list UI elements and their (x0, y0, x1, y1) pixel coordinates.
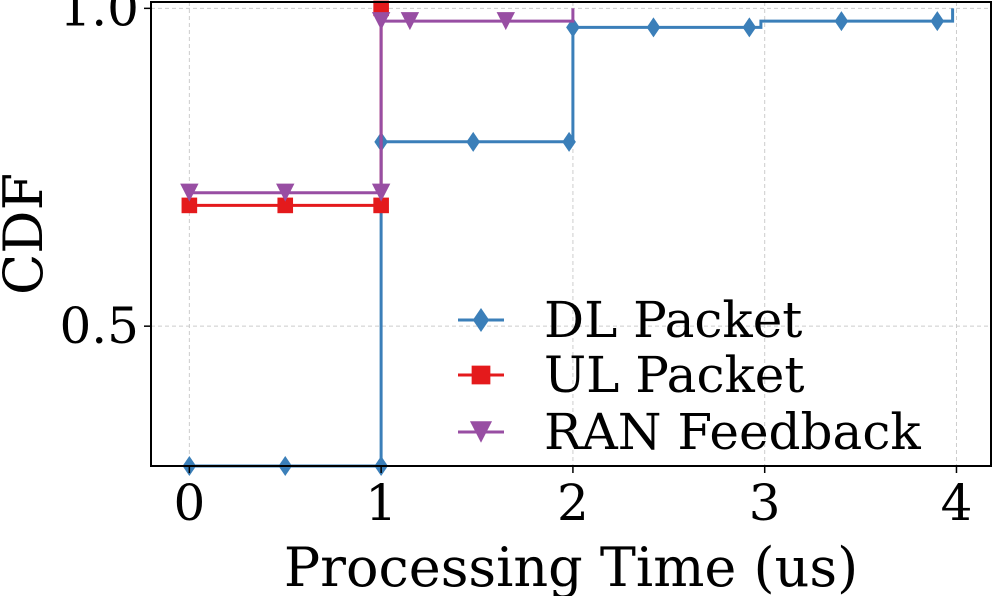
data-point (471, 365, 491, 385)
data-point (277, 197, 294, 214)
series-ul-packet (181, 0, 389, 214)
plot-area (180, 0, 955, 476)
data-point (373, 197, 389, 214)
data-point (466, 131, 480, 152)
data-point (400, 12, 420, 31)
x-tick-label: 4 (941, 474, 973, 532)
data-point (562, 131, 576, 152)
axis-ticks: 0 1 2 3 4 0.5 1.0 (59, 0, 972, 532)
legend-label: RAN Feedback (544, 403, 921, 461)
plot-frame (150, 1, 992, 467)
series-line (189, 8, 575, 195)
data-point (742, 17, 757, 38)
data-point (181, 197, 198, 214)
legend-entry: DL Packet (458, 291, 802, 349)
x-tick-label: 2 (557, 474, 589, 532)
y-tick-label: 1.0 (59, 0, 139, 37)
data-point (180, 183, 199, 202)
data-point (371, 183, 391, 202)
data-point (834, 11, 849, 32)
series-ran-feedback (180, 8, 575, 202)
data-point (496, 12, 515, 31)
data-point (276, 183, 295, 202)
legend-label: DL Packet (544, 291, 802, 349)
x-tick-label: 1 (365, 474, 397, 532)
x-tick-label: 0 (173, 474, 205, 532)
legend-entry: UL Packet (458, 346, 804, 404)
data-point (646, 17, 661, 38)
data-point (930, 11, 945, 32)
x-tick-label: 3 (749, 474, 781, 532)
data-point (469, 421, 493, 443)
series-line (189, 8, 383, 207)
data-point (472, 308, 490, 332)
data-point (371, 12, 391, 31)
x-axis-label: Processing Time (us) (284, 536, 858, 596)
legend-entry: RAN Feedback (458, 403, 921, 461)
y-tick-label: 0.5 (59, 297, 139, 355)
y-axis-label: CDF (0, 173, 55, 295)
legend-label: UL Packet (544, 346, 804, 404)
